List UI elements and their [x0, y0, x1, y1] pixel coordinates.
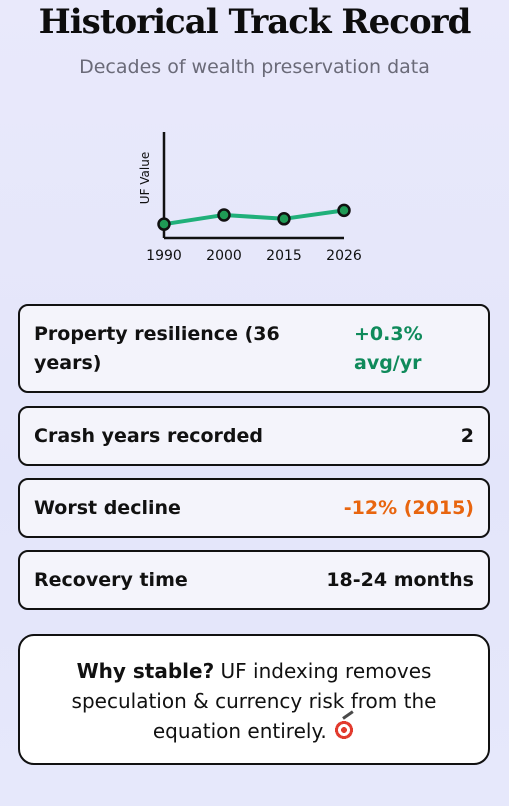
stat-value: 2	[460, 425, 474, 447]
stat-value: -12% (2015)	[343, 497, 474, 519]
x-tick-label: 2026	[326, 248, 362, 264]
x-tick-label: 1990	[146, 248, 182, 264]
note-heading: Why stable?	[76, 659, 215, 683]
x-tick-label: 2000	[206, 248, 242, 264]
series-line	[163, 208, 345, 227]
data-point	[157, 217, 171, 231]
chart-svg: UF Value 1990 2000 2015 2026	[138, 132, 362, 264]
data-point	[217, 208, 231, 222]
stat-label: Crash years recorded	[34, 425, 264, 447]
x-tick-label: 2015	[266, 248, 302, 264]
why-stable-note: Why stable? UF indexing removes speculat…	[18, 634, 490, 765]
stat-label: Worst decline	[34, 497, 181, 519]
page-subtitle: Decades of wealth preservation data	[79, 56, 430, 78]
stat-card-recovery-time: Recovery time 18-24 months	[18, 550, 490, 610]
stat-label: Recovery time	[34, 569, 188, 591]
stat-value: 18-24 months	[326, 569, 474, 591]
page-title: Historical Track Record	[38, 2, 472, 42]
stat-value: +0.3% avg/yr	[354, 323, 423, 374]
stat-label: Property resilience (36 years)	[34, 323, 280, 374]
uf-value-chart: UF Value 1990 2000 2015 2026	[130, 126, 370, 271]
stat-card-worst-decline: Worst decline -12% (2015)	[18, 478, 490, 538]
stat-card-resilience: Property resilience (36 years) +0.3% avg…	[18, 304, 490, 393]
target-emoji-icon	[333, 719, 356, 741]
stat-card-crash-years: Crash years recorded 2	[18, 406, 490, 466]
data-point	[277, 212, 291, 226]
note-text: UF indexing removes speculation & curren…	[71, 659, 437, 743]
data-point	[337, 203, 351, 218]
y-axis-label: UF Value	[138, 152, 152, 204]
